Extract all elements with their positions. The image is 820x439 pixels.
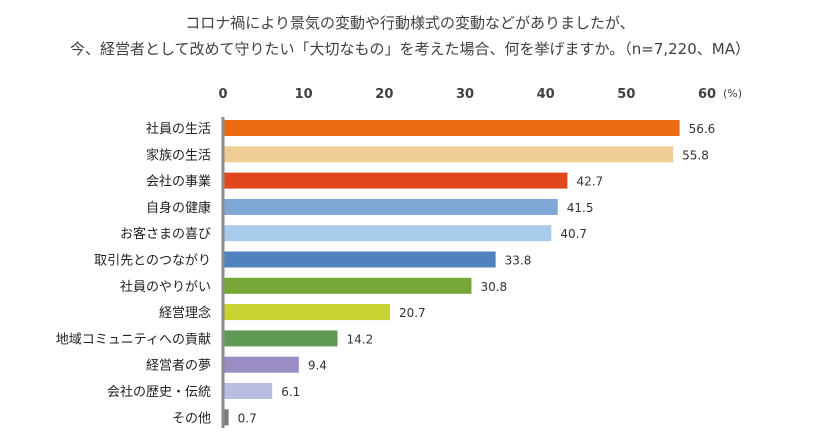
bar — [224, 277, 472, 294]
category-label: 家族の生活 — [146, 147, 211, 163]
x-tick-label: 60 — [698, 87, 716, 102]
bar — [224, 225, 552, 242]
chart-title: コロナ禍により景気の変動や行動様式の変動などがありましたが、 今、経営者として改… — [0, 10, 820, 62]
x-tick-label: 0 — [218, 87, 227, 102]
value-label: 30.8 — [480, 280, 507, 294]
value-label: 9.4 — [308, 359, 327, 373]
value-label: 40.7 — [560, 227, 587, 241]
x-tick-label: 20 — [375, 87, 393, 102]
category-label: 会社の歴史・伝統 — [107, 384, 211, 400]
category-label: 地域コミュニティへの貢献 — [56, 332, 211, 347]
chart-title-line-2: 今、経営者として改めて守りたい「大切なもの」を考えた場合、何を挙げますか。（n=… — [70, 40, 750, 58]
value-label: 56.6 — [689, 122, 716, 136]
x-tick-label: 50 — [617, 87, 635, 102]
category-label: 経営理念 — [159, 305, 211, 321]
bar — [224, 330, 338, 347]
value-label: 14.2 — [347, 332, 374, 346]
bar — [224, 383, 273, 399]
bar — [224, 146, 674, 163]
value-label: 41.5 — [567, 201, 594, 215]
category-label: お客さまの喜び — [120, 226, 211, 242]
x-unit-label: (%) — [723, 87, 742, 100]
bar — [224, 172, 568, 189]
category-label: その他 — [172, 411, 211, 426]
category-label: 社員のやりがい — [120, 279, 211, 295]
category-label: 会社の事業 — [146, 174, 211, 190]
x-tick-label: 10 — [295, 87, 313, 102]
bar — [224, 409, 229, 426]
bar — [224, 356, 299, 373]
category-label: 社員の生活 — [146, 121, 211, 137]
value-label: 42.7 — [576, 175, 603, 189]
category-label: 取引先とのつながり — [94, 254, 211, 269]
x-tick-label: 40 — [537, 87, 555, 102]
category-label: 経営者の夢 — [146, 359, 211, 374]
bar — [224, 304, 390, 321]
category-label: 自身の健康 — [146, 200, 211, 216]
x-tick-label: 30 — [456, 87, 474, 102]
chart-title-line-1: コロナ禍により景気の変動や行動様式の変動などがありましたが、 — [185, 14, 635, 32]
bar — [224, 198, 558, 215]
bar — [224, 120, 680, 136]
value-label: 55.8 — [682, 148, 709, 162]
value-label: 6.1 — [281, 385, 300, 399]
bar — [224, 251, 496, 268]
value-label: 20.7 — [399, 306, 426, 320]
value-label: 0.7 — [238, 411, 257, 425]
value-label: 33.8 — [505, 254, 532, 268]
